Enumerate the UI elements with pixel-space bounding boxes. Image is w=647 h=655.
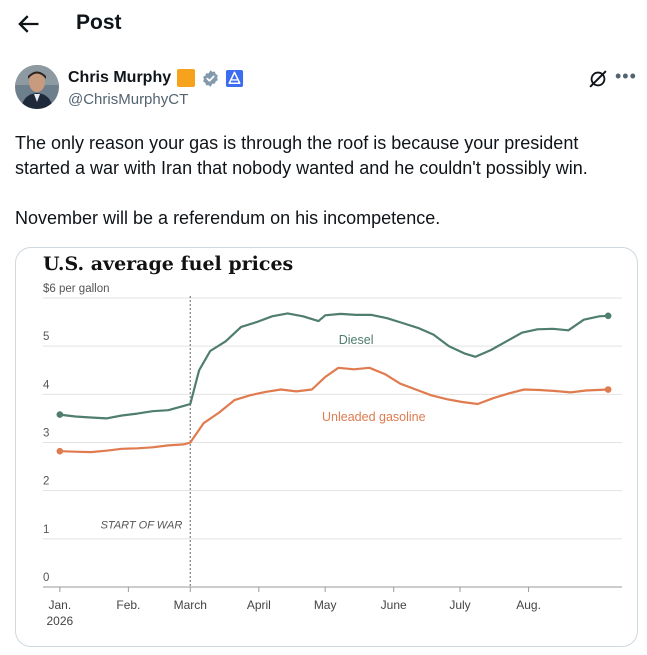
chart-title: U.S. average fuel prices: [43, 253, 294, 275]
arrow-left-icon[interactable]: [14, 10, 42, 38]
series-label-1: Unleaded gasoline: [322, 410, 426, 424]
chart-image-card[interactable]: U.S. average fuel prices 0 1 2 3 4 5 $6 per ga…: [15, 247, 638, 647]
y-tick-label-4: 4: [43, 379, 50, 391]
x-tick-label-7: Aug.: [516, 598, 541, 612]
y-tick-label-1: 1: [43, 524, 49, 536]
verified-gov-badge-icon[interactable]: [201, 69, 220, 88]
x-tick-label-5: June: [381, 598, 407, 612]
author-handle[interactable]: @ChrisMurphyCT: [68, 91, 189, 108]
series-start-point-1: [56, 447, 64, 455]
x-tick-label-4: May: [314, 598, 337, 612]
avatar[interactable]: [15, 65, 59, 109]
x-tick-sublabel: 2026: [46, 614, 73, 628]
affiliate-badge-icon[interactable]: [225, 69, 244, 88]
tweet-paragraph-2: November will be a referendum on his inc…: [15, 208, 441, 228]
series-line-0: [58, 312, 610, 420]
page-title: Post: [76, 11, 122, 34]
series-end-point-0: [604, 312, 612, 320]
x-tick-label-0: Jan.: [49, 598, 72, 612]
more-icon[interactable]: •••: [615, 66, 637, 86]
grok-icon[interactable]: [587, 68, 609, 90]
y-tick-label-5: 5: [43, 331, 49, 343]
orange-square-badge-icon[interactable]: [176, 68, 196, 88]
x-tick-label-1: Feb.: [116, 598, 140, 612]
x-tick-label-6: July: [449, 598, 470, 612]
series-label-0: Diesel: [339, 333, 374, 347]
series-line-1: [58, 366, 610, 454]
fuel-price-chart: 0 1 2 3 4 5 $6 per gallon Jan. Feb. March April May…: [43, 283, 622, 628]
y-tick-label-2: 2: [43, 476, 49, 488]
y-unit-label: $6 per gallon: [43, 283, 110, 295]
tweet-text: The only reason your gas is through the …: [15, 131, 635, 231]
series-start-point-0: [56, 411, 64, 418]
y-tick-label-0: 0: [43, 572, 49, 584]
author-name-row: Chris Murphy: [68, 67, 244, 89]
war-start-annotation: START OF WAR: [101, 519, 183, 531]
tweet-paragraph-1: The only reason your gas is through the …: [15, 133, 588, 178]
x-tick-label-3: April: [247, 598, 271, 612]
x-tick-label-2: March: [174, 598, 207, 612]
y-tick-label-3: 3: [43, 428, 49, 440]
author-name[interactable]: Chris Murphy: [68, 69, 172, 86]
post-header: Post: [0, 0, 647, 52]
series-end-point-1: [604, 386, 612, 393]
